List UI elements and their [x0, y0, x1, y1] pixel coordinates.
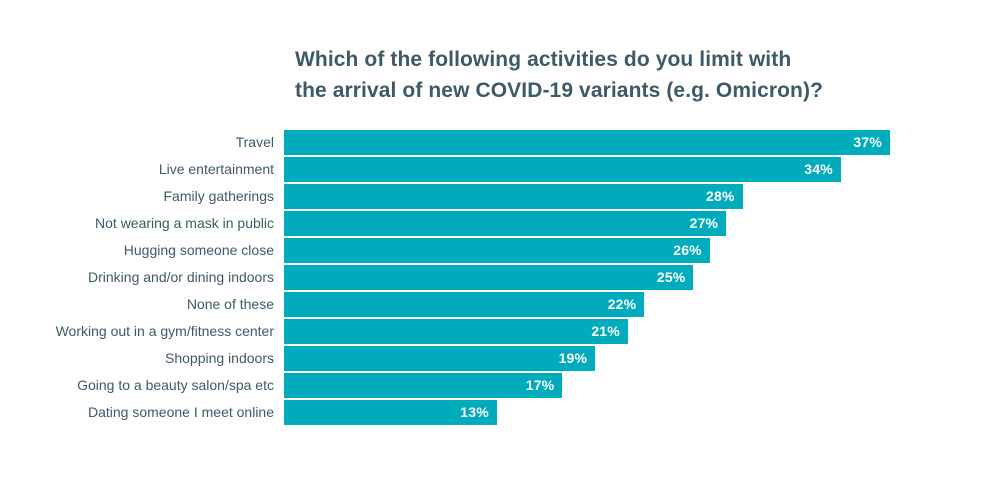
- bar-value-label: 26%: [673, 242, 702, 258]
- bar-track: 13%: [284, 400, 890, 425]
- bar: 13%: [284, 400, 497, 425]
- bar-track: 25%: [284, 265, 890, 290]
- category-label: Dating someone I meet online: [88, 404, 274, 420]
- bar-track: 21%: [284, 319, 890, 344]
- category-label: Working out in a gym/fitness center: [55, 323, 274, 339]
- category-label: Travel: [235, 134, 274, 150]
- bar-track: 19%: [284, 346, 890, 371]
- category-label: Drinking and/or dining indoors: [88, 269, 274, 285]
- bar-track: 37%: [284, 130, 890, 155]
- category-label: Going to a beauty salon/spa etc: [77, 377, 274, 393]
- category-label: Not wearing a mask in public: [95, 215, 274, 231]
- bar-row: Hugging someone close 26%: [0, 238, 1000, 263]
- bar: 21%: [284, 319, 628, 344]
- bar-value-label: 22%: [607, 296, 637, 312]
- category-label: None of these: [186, 296, 274, 312]
- bar-row: Travel 37%: [0, 130, 1000, 155]
- bar-value-label: 28%: [705, 188, 735, 204]
- bar-track: 27%: [284, 211, 890, 236]
- bar-value-label: 34%: [804, 161, 833, 177]
- bar-value-label: 27%: [689, 215, 719, 231]
- bar-track: 28%: [284, 184, 890, 209]
- bar: 27%: [284, 211, 727, 236]
- bar-row: Dating someone I meet online 13%: [0, 400, 1000, 425]
- bar-row: Drinking and/or dining indoors 25%: [0, 265, 1000, 290]
- bar-row: Not wearing a mask in public 27%: [0, 211, 1000, 236]
- chart-title: Which of the following activities do you…: [295, 44, 855, 106]
- bar-value-label: 37%: [853, 134, 882, 150]
- category-label: Live entertainment: [158, 161, 274, 177]
- bar-row: Going to a beauty salon/spa etc 17%: [0, 373, 1000, 398]
- bar: 22%: [284, 292, 645, 317]
- bar-value-label: 19%: [558, 350, 588, 366]
- bar-value-label: 21%: [591, 323, 620, 339]
- category-label: Family gatherings: [163, 188, 275, 204]
- bar-row: Live entertainment 34%: [0, 157, 1000, 182]
- bar-row: Working out in a gym/fitness center 21%: [0, 319, 1000, 344]
- bar-track: 17%: [284, 373, 890, 398]
- category-label: Hugging someone close: [123, 242, 274, 258]
- bar-value-label: 13%: [460, 404, 489, 420]
- bar-track: 26%: [284, 238, 890, 263]
- bar-row: Shopping indoors 19%: [0, 346, 1000, 371]
- bar-row: Family gatherings 28%: [0, 184, 1000, 209]
- bar: 28%: [284, 184, 743, 209]
- bar-track: 34%: [284, 157, 890, 182]
- bar: 34%: [284, 157, 841, 182]
- bar-row: None of these 22%: [0, 292, 1000, 317]
- bar-rows: Travel 37% Live entertainment 34% Family…: [0, 130, 1000, 425]
- bar-value-label: 25%: [656, 269, 686, 285]
- bar: 19%: [284, 346, 596, 371]
- bar-value-label: 17%: [525, 377, 555, 393]
- bar: 37%: [284, 130, 890, 155]
- bar: 25%: [284, 265, 694, 290]
- category-label: Shopping indoors: [165, 350, 274, 366]
- chart-title-line-2: the arrival of new COVID-19 variants (e.…: [295, 79, 823, 102]
- bar: 26%: [284, 238, 710, 263]
- chart-title-line-1: Which of the following activities do you…: [295, 48, 792, 71]
- bar-track: 22%: [284, 292, 890, 317]
- bar: 17%: [284, 373, 563, 398]
